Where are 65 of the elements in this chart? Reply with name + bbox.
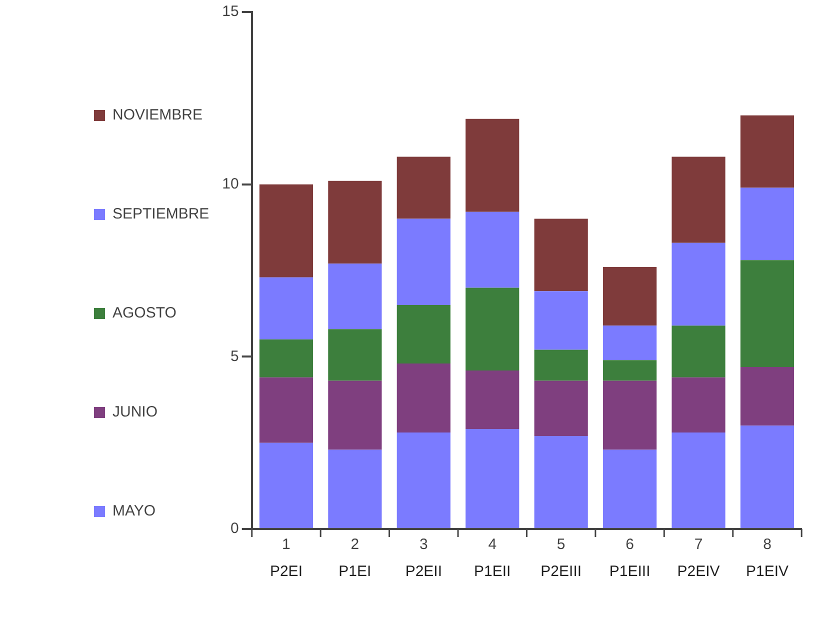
text: 3 bbox=[419, 536, 428, 554]
x-tick-label: P2EII bbox=[405, 563, 442, 580]
text: 1 bbox=[282, 536, 290, 554]
text: 8 bbox=[763, 536, 772, 554]
bar bbox=[259, 442, 314, 528]
bar bbox=[672, 432, 726, 528]
bar bbox=[396, 432, 450, 528]
bar bbox=[466, 429, 520, 528]
bar bbox=[328, 329, 382, 381]
x-tick-label: P2EI bbox=[270, 563, 302, 580]
bar bbox=[534, 380, 588, 436]
bar bbox=[396, 218, 450, 305]
legend-label: NOVIEMBRE bbox=[112, 106, 203, 124]
bar bbox=[396, 304, 450, 364]
bar bbox=[740, 188, 794, 260]
text: 7 bbox=[694, 536, 703, 554]
bar bbox=[672, 377, 726, 432]
bar bbox=[603, 380, 657, 450]
legend-label: JUNIO bbox=[112, 404, 158, 421]
bar bbox=[603, 267, 657, 326]
x-tick-label: P2EIV bbox=[677, 563, 720, 580]
bar bbox=[328, 264, 382, 330]
x-tick-label: P1EI bbox=[338, 563, 372, 580]
x-tick-label: P1EIII bbox=[609, 563, 650, 580]
y-tick-label: 5 bbox=[230, 348, 239, 365]
y-tick-label: 15 bbox=[222, 3, 239, 20]
bar bbox=[466, 288, 520, 370]
bar bbox=[259, 184, 314, 278]
legend-label: AGOSTO bbox=[112, 304, 176, 322]
bar bbox=[466, 370, 520, 430]
bar bbox=[672, 326, 726, 378]
bar bbox=[259, 377, 314, 443]
bar bbox=[328, 450, 382, 528]
text: 4 bbox=[488, 536, 497, 554]
x-tick-label: P1EII bbox=[474, 563, 511, 580]
y-tick-label: 10 bbox=[222, 175, 239, 192]
y-tick-label: 0 bbox=[230, 520, 239, 538]
legend-label: SEPTIEMBRE bbox=[112, 206, 210, 223]
bar bbox=[672, 242, 726, 326]
bar bbox=[672, 156, 726, 243]
bar bbox=[534, 291, 588, 350]
x-tick-label: P1EIV bbox=[746, 563, 789, 580]
bar bbox=[396, 156, 450, 219]
bar bbox=[534, 218, 588, 292]
bar bbox=[603, 450, 657, 528]
text: 5 bbox=[556, 536, 566, 554]
bar bbox=[259, 339, 314, 378]
bar bbox=[466, 118, 520, 212]
x-tick-label: P2EIII bbox=[540, 563, 582, 580]
legend-label: MAYO bbox=[112, 502, 156, 520]
bar bbox=[740, 115, 794, 188]
bar bbox=[740, 426, 794, 528]
bar bbox=[328, 380, 382, 450]
text: 6 bbox=[626, 536, 634, 554]
bar bbox=[328, 180, 382, 264]
bar bbox=[534, 436, 588, 528]
bar bbox=[740, 367, 794, 426]
bar bbox=[534, 350, 588, 381]
bar bbox=[259, 277, 314, 340]
bar bbox=[740, 260, 794, 368]
bar bbox=[396, 364, 450, 432]
bar bbox=[603, 360, 657, 381]
text: 2 bbox=[350, 536, 360, 554]
bar bbox=[603, 326, 657, 360]
bar bbox=[466, 212, 520, 288]
